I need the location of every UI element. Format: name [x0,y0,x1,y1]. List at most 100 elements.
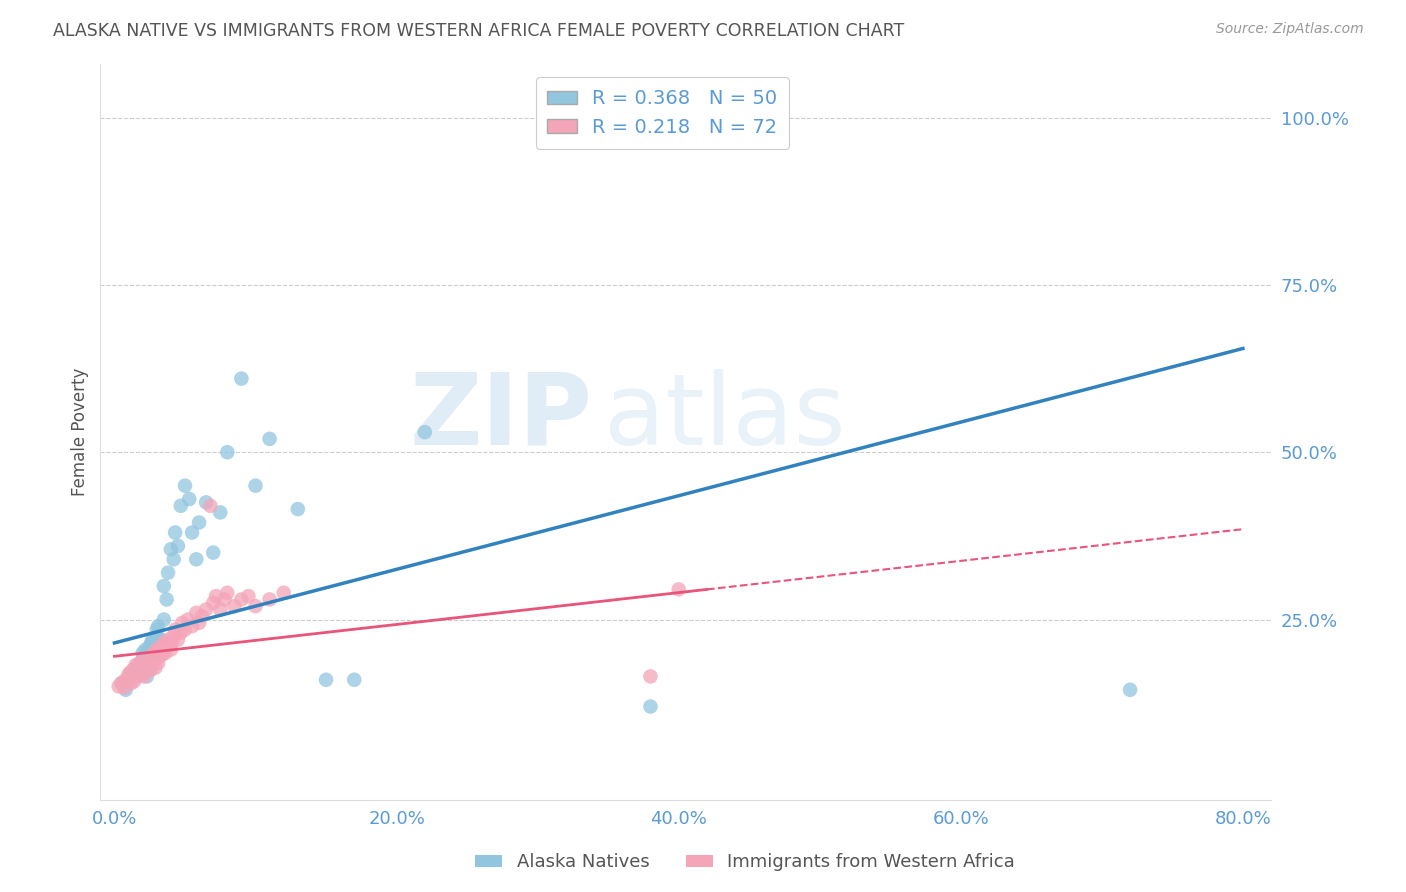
Point [121,663,143,677]
Point [413,425,436,439]
Point [217,445,239,459]
Point [224,599,246,614]
Y-axis label: Female Poverty: Female Poverty [72,368,89,496]
Point [127,666,149,681]
Point [155,646,177,660]
Point [121,669,143,683]
Point [131,653,153,667]
Point [179,491,201,506]
Text: ALASKA NATIVE VS IMMIGRANTS FROM WESTERN AFRICA FEMALE POVERTY CORRELATION CHART: ALASKA NATIVE VS IMMIGRANTS FROM WESTERN… [53,22,904,40]
Point [640,669,662,683]
Point [1119,682,1142,697]
Point [153,613,176,627]
Point [195,495,218,509]
Point [259,432,281,446]
Point [150,632,173,647]
Point [143,661,166,675]
Point [217,586,239,600]
Point [129,661,152,675]
Point [135,669,157,683]
Point [128,663,150,677]
Point [146,642,169,657]
Point [118,666,141,681]
Point [245,599,267,614]
Point [186,552,208,566]
Point [128,656,150,670]
Text: atlas: atlas [603,369,845,466]
Point [273,586,295,600]
Point [170,626,193,640]
Point [153,579,176,593]
Point [245,478,267,492]
Point [138,663,160,677]
Point [146,651,169,665]
Point [205,589,228,603]
Point [117,672,139,686]
Point [200,499,222,513]
Point [160,542,183,557]
Legend: Alaska Natives, Immigrants from Western Africa: Alaska Natives, Immigrants from Western … [468,847,1022,879]
Point [195,602,218,616]
Point [134,658,156,673]
Point [163,629,186,643]
Point [214,592,236,607]
Point [112,681,135,695]
Point [138,659,160,673]
Point [167,632,190,647]
Legend: R = 0.368   N = 50, R = 0.218   N = 72: R = 0.368 N = 50, R = 0.218 N = 72 [536,78,789,149]
Point [162,636,184,650]
Point [138,653,160,667]
Point [640,699,662,714]
Point [170,499,193,513]
Point [142,654,165,668]
Point [160,642,183,657]
Point [125,669,148,683]
Point [124,663,146,677]
Point [125,659,148,673]
Point [124,658,146,673]
Point [209,602,232,616]
Point [107,680,129,694]
Point [231,371,253,385]
Point [238,589,260,603]
Point [141,632,163,647]
Point [343,673,366,687]
Point [110,676,132,690]
Point [188,615,211,630]
Text: ZIP: ZIP [409,369,592,466]
Point [135,663,157,677]
Point [138,640,160,654]
Point [152,648,174,662]
Point [124,667,146,681]
Point [202,546,225,560]
Point [142,646,165,660]
Point [209,505,232,519]
Point [177,613,200,627]
Point [115,674,138,689]
Point [132,669,155,683]
Point [174,478,197,492]
Point [150,640,173,654]
Point [131,646,153,660]
Point [128,656,150,670]
Point [157,632,180,647]
Point [191,609,214,624]
Point [122,674,145,689]
Point [202,596,225,610]
Point [141,656,163,670]
Point [141,649,163,664]
Point [181,525,204,540]
Point [259,592,281,607]
Point [124,665,146,679]
Point [188,516,211,530]
Point [117,667,139,681]
Point [163,552,186,566]
Point [153,636,176,650]
Point [172,615,194,630]
Point [149,649,172,664]
Point [157,566,180,580]
Point [156,592,179,607]
Point [136,656,159,670]
Point [129,667,152,681]
Point [139,636,162,650]
